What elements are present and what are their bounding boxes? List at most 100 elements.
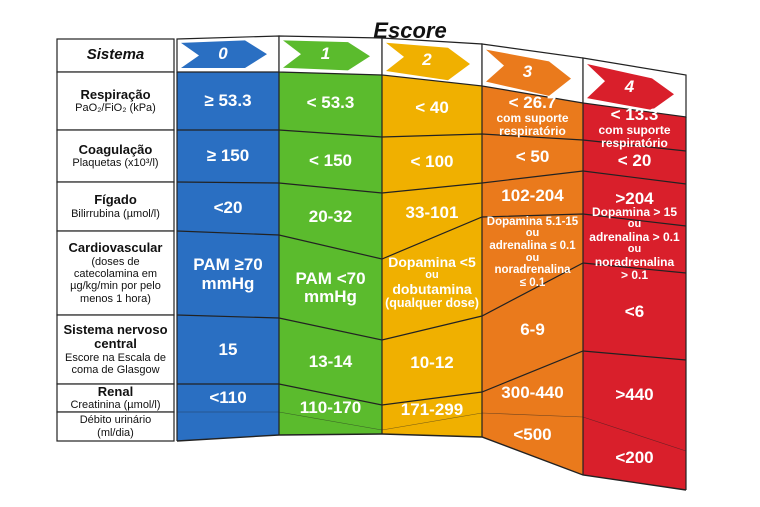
score-value-cell: < 13.3 com suporte respiratório bbox=[585, 105, 684, 150]
cell-value-text: Dopamina <5 bbox=[388, 254, 476, 271]
score-value-cell: < 150 bbox=[281, 135, 380, 188]
system-label-title: Coagulação bbox=[78, 141, 153, 157]
chevron-arrow-icon bbox=[283, 40, 370, 71]
score-number: 2 bbox=[422, 49, 432, 69]
score-column-band bbox=[177, 72, 279, 441]
score-number: 4 bbox=[624, 77, 635, 97]
cell-value-text: 300-440 bbox=[501, 383, 564, 403]
score-value-cell: 15 bbox=[179, 318, 277, 384]
system-label-title: Cardiovascular bbox=[68, 240, 163, 256]
score-value-cell: <110 bbox=[179, 385, 277, 411]
score-value-cell: 300-440 bbox=[484, 373, 581, 415]
cell-value-text: (qualquer dose) bbox=[385, 296, 479, 311]
score-value-cell: 171-299 bbox=[384, 400, 480, 421]
system-label-title: Fígado bbox=[94, 192, 137, 208]
score-value-cell: Dopamina > 15 ou adrenalina > 0.1 ou noradre… bbox=[585, 206, 684, 282]
cell-value-text: < 150 bbox=[308, 150, 352, 170]
cell-value-text: 6-9 bbox=[520, 320, 545, 340]
cell-value-text: <6 bbox=[624, 301, 645, 321]
cell-value-text: 10-12 bbox=[410, 353, 454, 373]
score-value-cell: < 40 bbox=[384, 82, 480, 135]
score-column-band bbox=[583, 103, 686, 490]
cell-value-text: noradrenalina bbox=[594, 254, 675, 269]
cell-value-text: < 13.3 bbox=[610, 104, 659, 124]
cell-value-text: ≤ 0.1 bbox=[519, 276, 546, 289]
system-label: Fígado Bilirrubina (µmol/l) bbox=[60, 182, 171, 231]
table-bottom-edge bbox=[176, 433, 687, 491]
cell-value-text: 15 bbox=[218, 340, 238, 360]
cell-value-text: Dopamina > 15 bbox=[591, 205, 678, 220]
cell-value-text: <20 bbox=[213, 197, 243, 217]
cell-value-text: com suporte respiratório bbox=[598, 122, 671, 150]
score-value-cell: 6-9 bbox=[484, 291, 581, 371]
chevron-arrow-icon bbox=[587, 64, 674, 110]
system-label-subtitle: Bilirrubina (µmol/l) bbox=[71, 207, 160, 220]
score-value-cell: < 26.7 com suporte respiratório bbox=[484, 92, 581, 138]
system-label: Cardiovascular (doses de catecolamina em … bbox=[60, 231, 171, 315]
cell-value-text: dobutamina bbox=[392, 281, 472, 298]
cell-value-text: 33-101 bbox=[405, 202, 459, 222]
row-divider bbox=[177, 129, 687, 152]
score-value-cell: < 20 bbox=[585, 147, 684, 177]
row-divider bbox=[176, 170, 687, 194]
cell-value-text: ou bbox=[627, 243, 642, 255]
score-value-cell: <500 bbox=[484, 416, 581, 455]
system-label-title: Respiração bbox=[80, 86, 151, 102]
row-divider bbox=[176, 213, 687, 260]
cell-value-text: ou bbox=[627, 218, 642, 231]
cell-value-text: 13-14 bbox=[308, 351, 353, 371]
score-value-cell: 110-170 bbox=[281, 396, 380, 421]
score-value-cell: 102-204 bbox=[484, 178, 581, 215]
system-label-subtitle: Escore na Escala de coma de Glasgow bbox=[65, 351, 166, 377]
score-value-cell: PAM ≥70 mmHg bbox=[179, 234, 277, 316]
row-divider bbox=[176, 262, 687, 341]
system-label-subtitle: (doses de catecolamina em µg/kg/min por … bbox=[70, 255, 161, 305]
score-value-cell: PAM <70 mmHg bbox=[281, 248, 380, 328]
sistema-header-label: Sistema bbox=[86, 46, 145, 64]
score-value-cell: ≥ 53.3 bbox=[179, 73, 277, 129]
cell-value-text: < 100 bbox=[410, 151, 454, 171]
score-column-band bbox=[279, 72, 382, 435]
score-number: 1 bbox=[320, 44, 331, 64]
cell-value-text: 110-170 bbox=[299, 397, 362, 417]
system-label: Coagulação Plaquetas (x10³/l) bbox=[60, 130, 171, 182]
cell-value-text: < 26.7 bbox=[508, 92, 557, 112]
score-number: 3 bbox=[522, 61, 533, 81]
system-label-subtitle: Plaquetas (x10³/l) bbox=[72, 157, 159, 170]
cell-value-text: noradrenalina bbox=[494, 264, 571, 277]
cell-value-text: > 0.1 bbox=[620, 267, 649, 282]
score-value-cell: 33-101 bbox=[384, 189, 480, 237]
score-value-cell: < 53.3 bbox=[281, 75, 380, 133]
cell-value-text: adrenalina ≤ 0.1 bbox=[489, 240, 576, 253]
system-label: Renal Creatinina (µmol/l) bbox=[60, 384, 171, 412]
score-column-band bbox=[482, 86, 583, 475]
cell-value-text: 102-204 bbox=[501, 186, 564, 206]
system-label-subtitle: Creatinina (µmol/l) bbox=[70, 399, 161, 412]
cell-value-text: ≥ 53.3 bbox=[204, 90, 252, 110]
cell-value-text: ≥ 150 bbox=[206, 146, 250, 166]
score-value-cell: 13-14 bbox=[281, 330, 380, 394]
system-label-title: Sistema nervoso central bbox=[63, 321, 168, 352]
score-value-cell: < 50 bbox=[484, 138, 581, 176]
score-number: 0 bbox=[218, 43, 228, 63]
score-value-cell: < 100 bbox=[384, 137, 480, 188]
system-label-subtitle: PaO₂/FiO₂ (kPa) bbox=[75, 102, 156, 115]
chevron-arrow-icon bbox=[386, 42, 470, 81]
label-cell-box bbox=[56, 411, 175, 442]
score-value-cell: 10-12 bbox=[384, 329, 480, 398]
cell-value-text: com suporte respiratório bbox=[496, 110, 569, 138]
cell-value-text: < 20 bbox=[617, 151, 652, 171]
cell-value-text: Dopamina 5.1-15 bbox=[486, 215, 579, 228]
row-divider bbox=[177, 350, 687, 406]
cell-value-text: 171-299 bbox=[400, 399, 464, 419]
cell-value-text: ou bbox=[425, 269, 439, 282]
cell-value-text: PAM <70 mmHg bbox=[295, 268, 366, 306]
sub-row-divider bbox=[177, 411, 687, 452]
cell-value-text: 20-32 bbox=[308, 207, 353, 227]
system-label-subtitle: Débito urinário (ml/dia) bbox=[79, 414, 152, 439]
label-cell-box bbox=[56, 230, 175, 316]
label-cell-box bbox=[56, 181, 175, 232]
score-value-cell: Dopamina <5 ou dobutamina (qualquer dose) bbox=[384, 239, 480, 327]
cell-value-text: ou bbox=[525, 251, 540, 264]
